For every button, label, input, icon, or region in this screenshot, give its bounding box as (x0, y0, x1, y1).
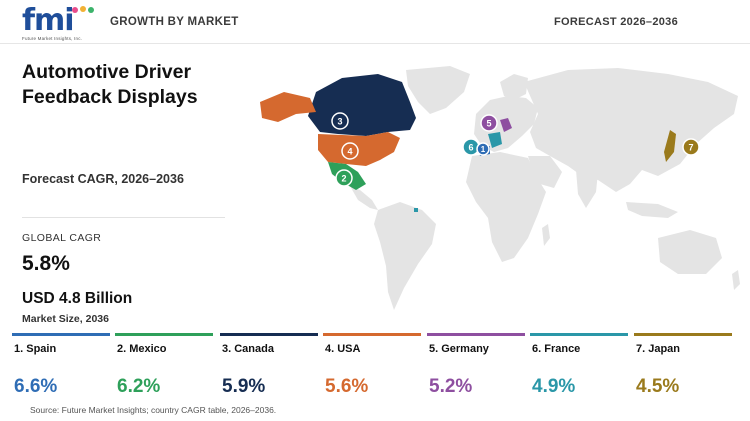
country-color-bar (115, 333, 213, 336)
marker-germany[interactable]: 5 (480, 114, 498, 132)
country-cagr: 4.5% (636, 376, 680, 397)
global-cagr-label: GLOBAL CAGR (22, 232, 102, 244)
country-card-usa[interactable]: 4. USA 5.6% (323, 333, 421, 403)
source-note: Source: Future Market Insights; country … (30, 405, 277, 415)
country-germany[interactable] (500, 118, 512, 132)
report-title: Automotive Driver Feedback Displays (22, 61, 198, 108)
marker-label: 5 (486, 119, 491, 129)
land-new-zealand (732, 270, 740, 290)
divider (22, 217, 225, 218)
marker-label: 2 (341, 174, 346, 184)
country-alaska-usa[interactable] (260, 92, 316, 122)
logo-people-icon (72, 6, 94, 13)
marker-canada[interactable]: 3 (331, 112, 349, 130)
marker-mexico[interactable]: 2 (335, 169, 353, 187)
marker-label: 1 (481, 145, 486, 154)
country-canada[interactable] (308, 74, 416, 136)
country-france[interactable] (488, 132, 502, 148)
country-name: 1. Spain (14, 343, 57, 355)
country-cagr: 4.9% (532, 376, 576, 397)
land-africa (466, 152, 546, 262)
land-arabia (528, 156, 562, 188)
logo-text: fmi (22, 3, 75, 38)
land-central-america (350, 186, 378, 210)
land-india (576, 170, 598, 208)
country-name: 3. Canada (222, 343, 274, 355)
world-landmass (350, 66, 740, 310)
logo-subtitle: Future Market Insights, Inc. (22, 36, 83, 41)
country-card-germany[interactable]: 5. Germany 5.2% (427, 333, 525, 403)
land-greenland (406, 66, 470, 114)
marker-label: 3 (337, 117, 342, 127)
country-color-bar (427, 333, 525, 336)
country-cagr: 6.6% (14, 376, 58, 397)
country-card-japan[interactable]: 7. Japan 4.5% (634, 333, 732, 403)
country-color-bar (634, 333, 732, 336)
land-australia (658, 230, 722, 274)
country-color-bar (12, 333, 110, 336)
country-cagr: 6.2% (117, 376, 161, 397)
country-card-france[interactable]: 6. France 4.9% (530, 333, 628, 403)
marker-label: 6 (468, 143, 473, 153)
marker-label: 4 (347, 147, 352, 157)
country-japan[interactable] (664, 130, 676, 162)
country-color-bar (530, 333, 628, 336)
header-right-label: FORECAST 2026–2036 (553, 16, 678, 28)
global-cagr-value: 5.8% (22, 252, 70, 275)
country-color-bar (323, 333, 421, 336)
country-card-mexico[interactable]: 2. Mexico 6.2% (115, 333, 213, 403)
fmi-logo[interactable]: fmi Future Market Insights, Inc. (22, 6, 94, 46)
country-name: 4. USA (325, 343, 361, 355)
country-color-bar (220, 333, 318, 336)
island-caribbean (414, 208, 418, 212)
country-card-canada[interactable]: 3. Canada 5.9% (220, 333, 318, 403)
country-usa[interactable] (318, 132, 400, 166)
country-cagr: 5.2% (429, 376, 473, 397)
country-card-spain[interactable]: 1. Spain 6.6% (12, 333, 110, 403)
country-cagr: 5.9% (222, 376, 266, 397)
country-name: 2. Mexico (117, 343, 167, 355)
land-scandinavia (500, 74, 528, 100)
country-name: 6. France (532, 343, 581, 355)
forecast-label: Forecast CAGR, 2026–2036 (22, 172, 184, 186)
country-cagr-strip: 1. Spain 6.6% 2. Mexico 6.2% 3. Canada 5… (0, 333, 750, 403)
header-left-label: GROWTH BY MARKET (110, 16, 239, 28)
land-madagascar (542, 224, 550, 246)
marker-france[interactable]: 6 (462, 138, 480, 156)
marker-usa[interactable]: 4 (341, 142, 359, 160)
header: fmi Future Market Insights, Inc. GROWTH … (0, 0, 750, 44)
marker-label: 7 (688, 143, 693, 153)
market-size-label: Market Size, 2036 (22, 313, 109, 325)
country-name: 5. Germany (429, 343, 489, 355)
marker-japan[interactable]: 7 (682, 138, 700, 156)
country-cagr: 5.6% (325, 376, 369, 397)
land-indonesia (626, 202, 678, 218)
land-south-america (374, 202, 436, 310)
marker-spain[interactable]: 1 (476, 142, 490, 156)
world-map: 3 4 2 5 6 1 7 (260, 66, 740, 310)
market-size-value: USD 4.8 Billion (22, 290, 133, 307)
land-asia (524, 68, 738, 192)
country-name: 7. Japan (636, 343, 681, 355)
